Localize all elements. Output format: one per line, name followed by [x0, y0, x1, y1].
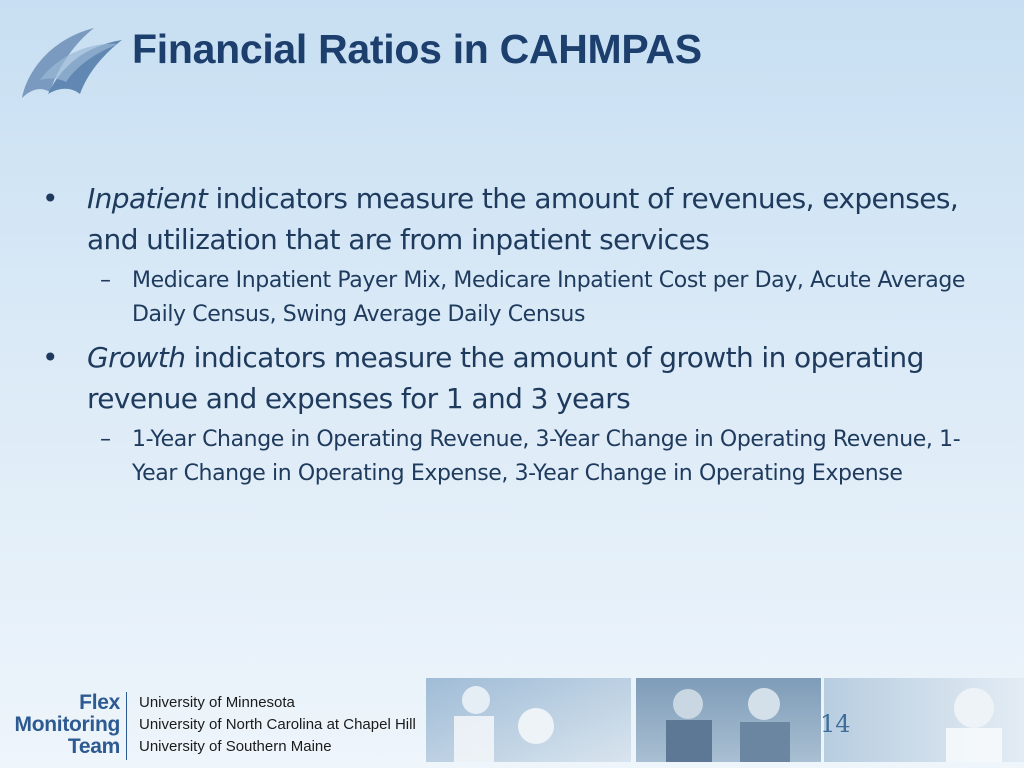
university-southern-maine: University of Southern Maine — [139, 738, 332, 755]
sub-bullet-dash-icon: – — [100, 427, 111, 452]
bullet-dot-icon: • — [42, 341, 59, 374]
brand-line-team: Team — [67, 735, 120, 758]
bullet-dot-icon: • — [42, 182, 59, 215]
slide-content: • Inpatient indicators measure the amount… — [40, 178, 990, 496]
page-number: 14 — [820, 710, 851, 738]
bullet-inpatient: • Inpatient indicators measure the amount… — [40, 178, 990, 260]
sub-bullet-dash-icon: – — [100, 268, 111, 293]
sub-bullet-text: 1-Year Change in Operating Revenue, 3-Ye… — [132, 427, 961, 486]
sub-bullet-text: Medicare Inpatient Payer Mix, Medicare I… — [132, 268, 966, 327]
photo-men — [636, 678, 821, 762]
footer-brand: Flex Monitoring Team University of Minne… — [0, 672, 420, 768]
footer-photo-strip — [426, 678, 1024, 762]
bullet-growth: • Growth indicators measure the amount of… — [40, 337, 990, 419]
swoosh-logo-icon — [22, 28, 122, 98]
bullet-emphasis: Growth — [87, 341, 186, 374]
slide-title: Financial Ratios in CAHMPAS — [132, 26, 702, 72]
bullet-text: indicators measure the amount of revenue… — [87, 182, 959, 256]
footer-divider — [126, 692, 127, 760]
university-north-carolina: University of North Carolina at Chapel H… — [139, 716, 416, 733]
sub-bullet-growth: –1-Year Change in Operating Revenue, 3-Y… — [40, 423, 990, 491]
sub-bullet-inpatient: – Medicare Inpatient Payer Mix, Medicare … — [40, 264, 990, 332]
brand-line-flex: Flex — [79, 691, 120, 714]
bullet-text: indicators measure the amount of growth … — [87, 341, 924, 415]
university-minnesota: University of Minnesota — [139, 694, 295, 711]
brand-line-monitoring: Monitoring — [14, 713, 121, 736]
bullet-emphasis: Inpatient — [87, 182, 208, 215]
